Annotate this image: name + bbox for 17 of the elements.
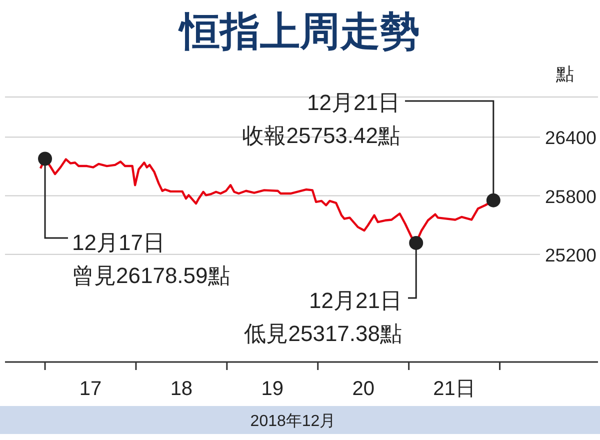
y-tick-label: 25800: [545, 186, 596, 207]
annotation: 收報25753.42點: [242, 123, 400, 148]
x-tick-label: 18: [170, 378, 193, 400]
y-axis-title: 點: [555, 64, 574, 84]
y-tick-label: 26400: [545, 127, 596, 148]
x-tick-label: 17: [79, 378, 102, 400]
y-tick-label: 25200: [545, 244, 596, 266]
annotation: 低見25317.38點: [244, 321, 402, 346]
annotation: 12月21日: [307, 90, 400, 115]
x-tick-label: 21日: [433, 378, 476, 400]
annotation: 12月21日: [309, 288, 402, 313]
annotation: 曾見26178.59點: [72, 263, 230, 288]
chart-title: 恒指上周走勢: [178, 10, 420, 54]
annotation: 12月17日: [72, 230, 165, 255]
x-tick-label: 19: [261, 378, 284, 400]
x-axis-title: 2018年12月: [250, 413, 336, 430]
x-tick-label: 20: [352, 378, 374, 400]
